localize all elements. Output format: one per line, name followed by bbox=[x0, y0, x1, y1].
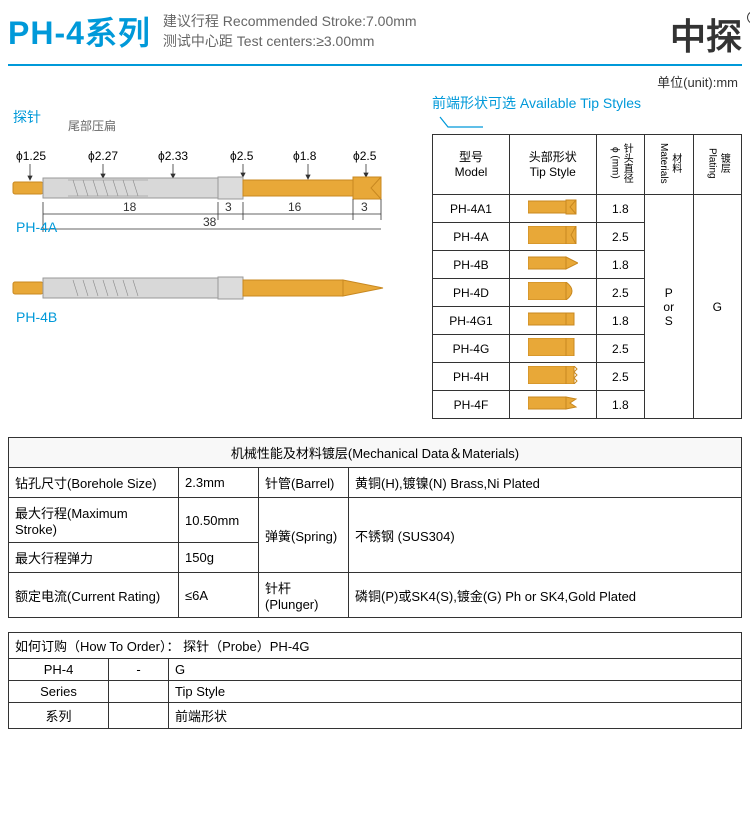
tip-icon-cell bbox=[509, 195, 596, 223]
svg-text:3: 3 bbox=[361, 200, 368, 214]
model-cell: PH-4B bbox=[433, 251, 510, 279]
col-dia: 针头直径 ϕ (mm) bbox=[596, 135, 644, 195]
tip-styles-table: 型号 Model 头部形状 Tip Style 针头直径 ϕ (mm) 材料 M… bbox=[432, 134, 742, 419]
tip-header: 前端形状可选 Available Tip Styles bbox=[432, 93, 742, 113]
tip-icon-cell bbox=[509, 223, 596, 251]
tip-icon-cell bbox=[509, 391, 596, 419]
tip-icon-cell bbox=[509, 251, 596, 279]
materials-cell: P or S bbox=[645, 195, 693, 419]
col-model: 型号 Model bbox=[433, 135, 510, 195]
tip-icon-cell bbox=[509, 363, 596, 391]
svg-text:尾部压扁: 尾部压扁 bbox=[68, 118, 116, 133]
svg-text:3: 3 bbox=[225, 200, 232, 214]
dia-cell: 2.5 bbox=[596, 335, 644, 363]
tip-styles-panel: 单位(unit):mm 前端形状可选 Available Tip Styles … bbox=[432, 72, 742, 419]
model-cell: PH-4A1 bbox=[433, 195, 510, 223]
mechanical-data: 机械性能及材料镀层(Mechanical Data＆Materials) 钻孔尺… bbox=[8, 437, 742, 618]
header: PH-4系列 建议行程 Recommended Stroke:7.00mm 测试… bbox=[8, 8, 742, 66]
tip-icon-cell bbox=[509, 279, 596, 307]
col-mat: 材料 Materials bbox=[645, 135, 693, 195]
dia-cell: 2.5 bbox=[596, 279, 644, 307]
probe-b-drawing bbox=[13, 277, 383, 299]
model-cell: PH-4D bbox=[433, 279, 510, 307]
svg-text:ϕ2.27: ϕ2.27 bbox=[88, 149, 118, 163]
svg-text:16: 16 bbox=[288, 200, 302, 214]
header-specs: 建议行程 Recommended Stroke:7.00mm 测试中心距 Tes… bbox=[163, 12, 417, 51]
svg-text:PH-4A: PH-4A bbox=[16, 219, 58, 235]
dia-cell: 1.8 bbox=[596, 391, 644, 419]
svg-text:18: 18 bbox=[123, 200, 137, 214]
dia-cell: 1.8 bbox=[596, 195, 644, 223]
how-to-order: 如何订购（How To Order）： 探针（Probe）PH-4G PH-4 … bbox=[8, 632, 742, 729]
tip-row: PH-4A11.8P or SG bbox=[433, 195, 742, 223]
probe-diagram: 探针 尾部压扁 ϕ1.25 ϕ2.27 ϕ2.33 ϕ2.5 ϕ1.8 ϕ2.5 bbox=[8, 72, 432, 419]
svg-text:ϕ1.8: ϕ1.8 bbox=[293, 149, 317, 163]
probe-a-drawing bbox=[13, 177, 381, 199]
tip-icon-cell bbox=[509, 335, 596, 363]
model-cell: PH-4G1 bbox=[433, 307, 510, 335]
svg-text:38: 38 bbox=[203, 215, 217, 229]
col-tip: 头部形状 Tip Style bbox=[509, 135, 596, 195]
model-cell: PH-4A bbox=[433, 223, 510, 251]
dia-cell: 1.8 bbox=[596, 307, 644, 335]
svg-text:PH-4B: PH-4B bbox=[16, 309, 57, 325]
plating-cell: G bbox=[693, 195, 742, 419]
model-cell: PH-4F bbox=[433, 391, 510, 419]
unit-label: 单位(unit):mm bbox=[432, 72, 738, 91]
series-title: PH-4系列 bbox=[8, 8, 151, 54]
probe-text: 探针 bbox=[13, 109, 41, 125]
brand-logo: 中探® bbox=[670, 8, 742, 60]
mech-title: 机械性能及材料镀层(Mechanical Data＆Materials) bbox=[9, 438, 742, 468]
svg-text:ϕ2.33: ϕ2.33 bbox=[158, 149, 188, 163]
svg-text:ϕ2.5: ϕ2.5 bbox=[353, 149, 377, 163]
col-plating: 镀层 Plating bbox=[693, 135, 742, 195]
tip-icon-cell bbox=[509, 307, 596, 335]
svg-text:ϕ2.5: ϕ2.5 bbox=[230, 149, 254, 163]
dia-cell: 2.5 bbox=[596, 223, 644, 251]
dia-cell: 2.5 bbox=[596, 363, 644, 391]
dia-cell: 1.8 bbox=[596, 251, 644, 279]
model-cell: PH-4H bbox=[433, 363, 510, 391]
model-cell: PH-4G bbox=[433, 335, 510, 363]
svg-text:ϕ1.25: ϕ1.25 bbox=[16, 149, 46, 163]
